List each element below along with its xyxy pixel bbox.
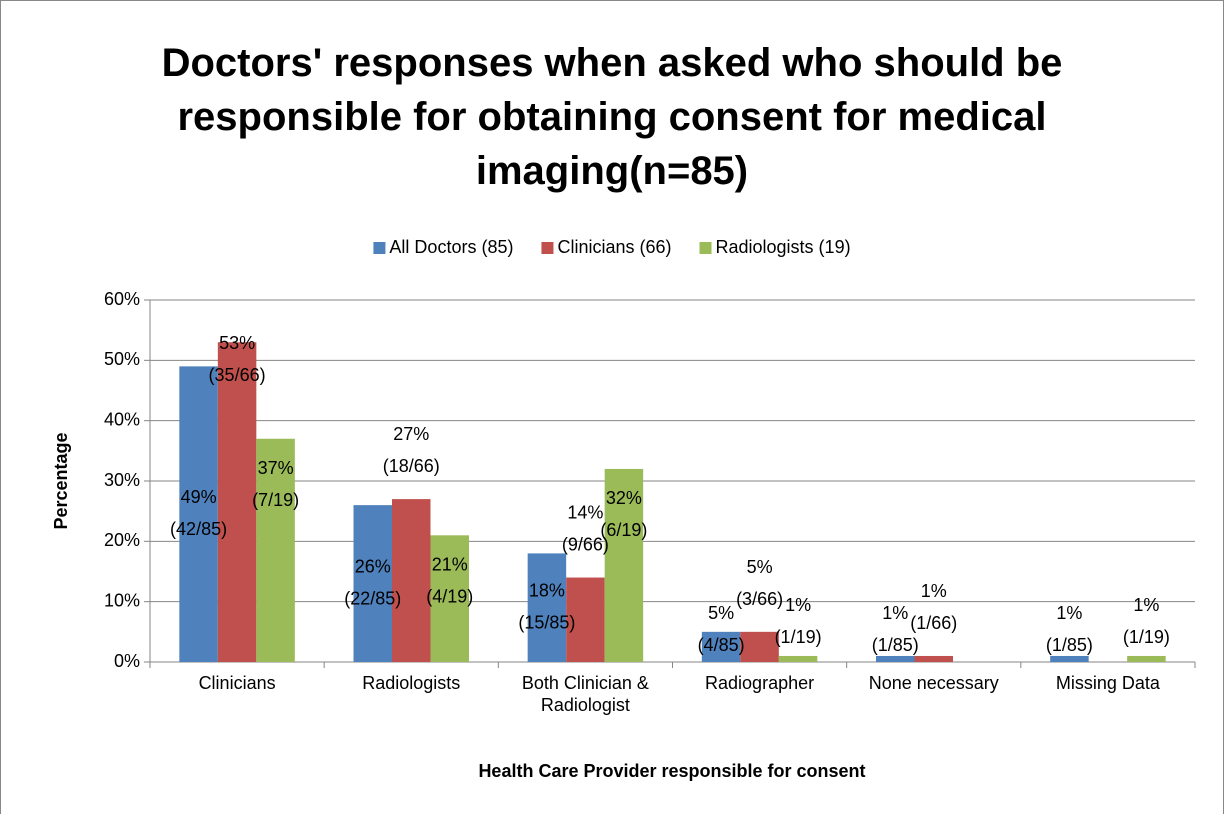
- bar: [527, 553, 567, 662]
- bar: [1127, 655, 1166, 662]
- bar: [604, 468, 644, 662]
- bar: [701, 631, 741, 662]
- data-label: 5% (3/66): [736, 557, 783, 609]
- data-label: 1% (1/85): [872, 603, 919, 655]
- data-label: 18% (15/85): [518, 580, 575, 632]
- data-label: 1% (1/66): [910, 581, 957, 633]
- data-label: 26% (22/85): [344, 556, 401, 608]
- x-tick-label: Missing Data: [1056, 673, 1161, 693]
- legend-swatch: [541, 242, 554, 254]
- data-label: 1% (1/85): [1046, 603, 1093, 655]
- data-label: 32% (6/19): [600, 488, 647, 540]
- bar: [778, 655, 818, 662]
- bar: [430, 535, 469, 662]
- x-tick-label: Radiographer: [705, 673, 814, 693]
- legend-label: All Doctors (85): [389, 237, 513, 257]
- bar: [353, 505, 392, 662]
- bar: [740, 631, 779, 662]
- y-tick-label: 10%: [104, 590, 140, 610]
- legend-swatch: [699, 242, 712, 254]
- x-axis-title: Health Care Provider responsible for con…: [478, 761, 865, 781]
- x-tick-label: Radiologists: [362, 673, 460, 693]
- y-tick-label: 30%: [104, 470, 140, 490]
- legend-label: Clinicians (66): [557, 237, 671, 257]
- x-tick-label: Clinicians: [199, 673, 276, 693]
- data-label: 53% (35/66): [209, 333, 266, 385]
- bar: [1050, 655, 1089, 662]
- bar: [392, 499, 431, 662]
- data-label: 5% (4/85): [698, 603, 745, 655]
- legend-swatch: [373, 242, 386, 254]
- data-label: 21% (4/19): [426, 554, 473, 606]
- data-label: 1% (1/19): [775, 595, 822, 647]
- y-tick-label: 50%: [104, 349, 140, 369]
- bar: [179, 366, 218, 662]
- bar: [876, 655, 915, 662]
- legend-label: Radiologists (19): [716, 237, 851, 257]
- y-tick-label: 40%: [104, 409, 140, 429]
- legend: All Doctors (85) Clinicians (66) Radiologi…: [373, 237, 851, 257]
- bar: [217, 342, 257, 662]
- data-label: 49% (42/85): [170, 487, 227, 539]
- bar: [566, 577, 605, 662]
- data-label: 1% (1/19): [1123, 595, 1170, 647]
- data-label: 14% (9/66): [562, 502, 609, 554]
- data-label: 37% (7/19): [252, 458, 299, 510]
- x-tick-label: Both Clinician & Radiologist: [522, 673, 649, 715]
- y-axis-title: Percentage: [51, 432, 71, 529]
- y-tick-label: 60%: [104, 289, 140, 309]
- bar: [256, 438, 295, 662]
- y-tick-label: 0%: [114, 651, 140, 671]
- chart-title: Doctors' responses when asked who should…: [161, 41, 1063, 193]
- data-label: 27% (18/66): [383, 424, 440, 476]
- y-tick-label: 20%: [104, 530, 140, 550]
- x-tick-label: None necessary: [869, 673, 999, 693]
- bar: [914, 655, 953, 662]
